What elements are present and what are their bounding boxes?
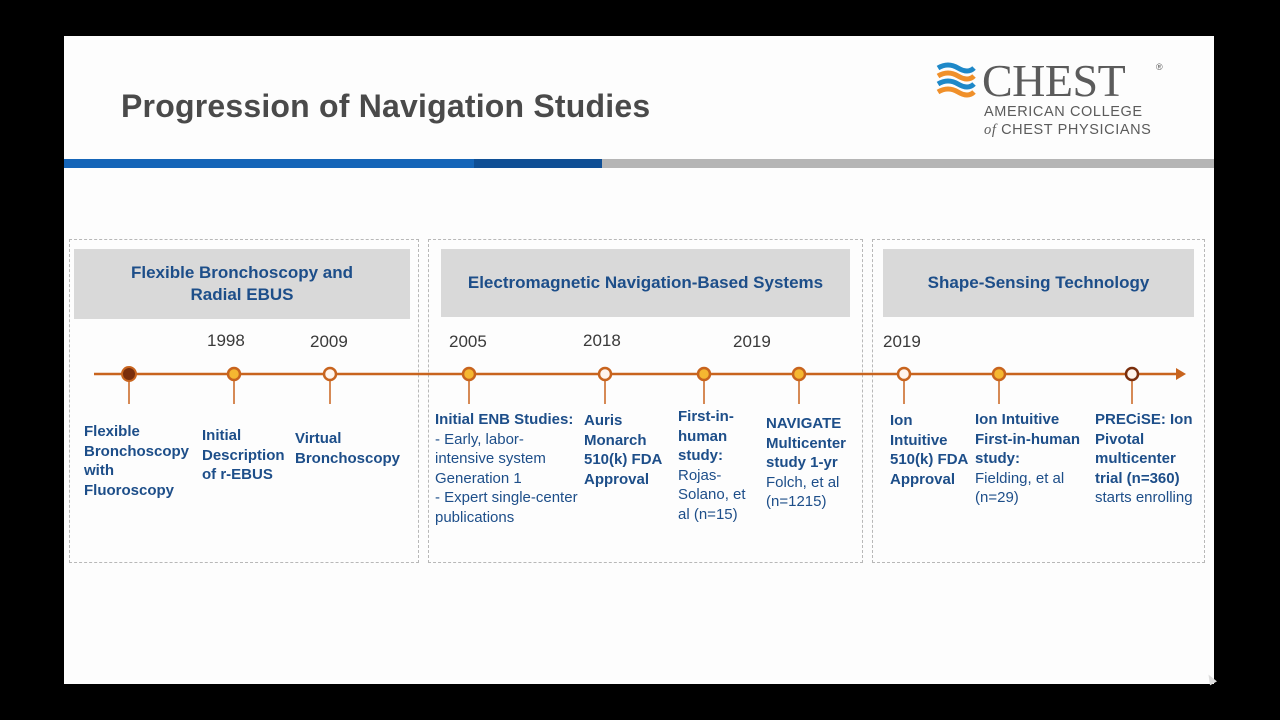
slide: Progression of Navigation Studies CHEST … xyxy=(64,36,1214,684)
timeline-marker-light xyxy=(597,366,613,382)
section-header-electromagnetic: Electromagnetic Navigation-Based Systems xyxy=(441,249,850,317)
timeline-marker-yellow xyxy=(461,366,477,382)
timeline-marker-light xyxy=(322,366,338,382)
section-header-bronchoscopy: Flexible Bronchoscopy and Radial EBUS xyxy=(74,249,410,319)
event-description: Virtual Bronchoscopy xyxy=(295,430,401,467)
event-description: NAVIGATE Multicenter study 1-yr Folch, et… xyxy=(766,415,847,510)
timeline-marker-yellow xyxy=(791,366,807,382)
accent-bar-blue xyxy=(64,159,474,168)
timeline-marker-yellow xyxy=(991,366,1007,382)
section-box-1 xyxy=(69,239,419,563)
event-description: First-in-human study: Rojas-Solano, et al… xyxy=(678,408,746,523)
section-header-shape-sensing: Shape-Sensing Technology xyxy=(883,249,1194,317)
event-description: Ion Intuitive 510(k) FDA Approval xyxy=(890,412,968,488)
timeline-ticks xyxy=(128,374,1133,404)
accent-bar-gray xyxy=(602,159,1214,168)
section-box-3 xyxy=(872,239,1205,563)
timeline-marker-light xyxy=(896,366,912,382)
accent-bar-darkblue xyxy=(474,159,602,168)
timeline xyxy=(94,366,1186,404)
timeline-arrowhead xyxy=(1176,368,1186,380)
year-label: 2019 xyxy=(883,332,921,351)
logo-subtitle-1: AMERICAN COLLEGE xyxy=(984,104,1143,120)
year-label: 2018 xyxy=(583,331,621,350)
event-description: Auris Monarch 510(k) FDA Approval xyxy=(584,412,662,488)
event-description: PRECiSE: Ion Pivotal multicenter trial (… xyxy=(1095,411,1193,506)
year-label: 2005 xyxy=(449,332,487,351)
event-description: Initial ENB Studies: - Early, labor-inten… xyxy=(435,411,578,526)
logo-subtitle-2: of CHEST PHYSICIANS xyxy=(984,122,1152,138)
timeline-marker-yellow xyxy=(226,366,242,382)
timeline-marker-yellow xyxy=(696,366,712,382)
slide-title: Progression of Navigation Studies xyxy=(121,88,651,124)
event-description: Ion Intuitive First-in-human study: Field… xyxy=(975,411,1080,506)
event-description: Initial Description of r-EBUS xyxy=(202,427,285,483)
section-box-2 xyxy=(428,239,863,563)
timeline-marker-dark xyxy=(121,366,137,382)
timeline-marker-light xyxy=(1124,366,1140,382)
chest-logo-word: CHEST xyxy=(982,55,1126,106)
registered-mark: ® xyxy=(1156,62,1163,72)
chest-logo-icon xyxy=(936,62,976,98)
year-label: 1998 xyxy=(207,331,245,350)
event-description: Flexible Bronchoscopy with Fluoroscopy xyxy=(84,423,190,499)
chest-logo: CHEST ® AMERICAN COLLEGE of CHEST PHYSIC… xyxy=(934,55,1164,138)
year-label: 2019 xyxy=(733,332,771,351)
year-label: 2009 xyxy=(310,332,348,351)
